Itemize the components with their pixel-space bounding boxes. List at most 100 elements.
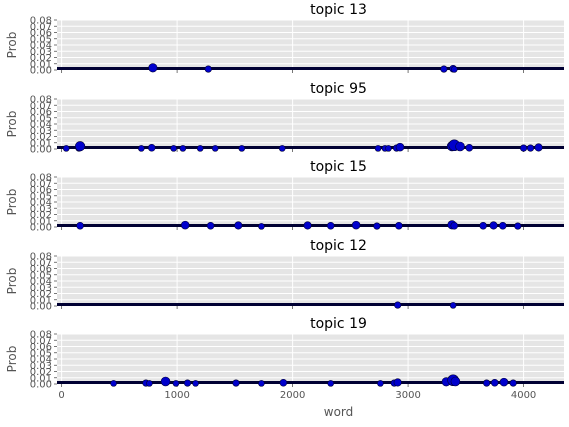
y-tick-label: 0.08: [30, 252, 52, 263]
y-tick-label: 0.05: [30, 34, 52, 45]
data-point: [489, 221, 498, 230]
x-tick-label: 0: [58, 390, 64, 401]
data-point: [395, 221, 403, 230]
y-axis-label: Prob: [5, 32, 19, 59]
y-tick-label: 0.06: [30, 185, 52, 196]
data-point: [465, 143, 474, 152]
data-point: [520, 144, 528, 152]
y-tick-label: 0.00: [30, 302, 52, 313]
x-axis-label: word: [324, 405, 354, 419]
subplot-topic-1: 0.000.010.020.030.040.050.060.070.08 topi…: [5, 81, 564, 156]
data-point: [450, 376, 461, 387]
y-tick-label: 0.06: [30, 342, 52, 353]
y-tick-label: 0.07: [30, 336, 52, 347]
data-point: [147, 143, 156, 152]
y-tick-label: 0.06: [30, 264, 52, 275]
y-tick-label: 0.05: [30, 191, 52, 202]
y-tick-label: 0.04: [30, 198, 52, 209]
x-tick-label: 2000: [280, 390, 305, 401]
y-tick-label: 0.03: [30, 47, 52, 58]
y-tick-label: 0.02: [30, 132, 52, 143]
y-tick-label: 0.08: [30, 16, 52, 27]
y-axis-label: Prob: [5, 268, 19, 295]
data-point: [490, 378, 499, 387]
y-tick-label: 0.02: [30, 289, 52, 300]
y-tick-label: 0.00: [30, 145, 52, 156]
data-point: [75, 141, 86, 152]
y-tick-label: 0.08: [30, 330, 52, 341]
y-tick-label: 0.01: [30, 373, 52, 384]
data-point: [534, 143, 543, 152]
data-point: [183, 379, 192, 387]
subplot-topic-0: 0.000.010.020.030.040.050.060.070.08 topi…: [5, 2, 564, 77]
subplot-title: topic 15: [310, 159, 367, 175]
y-tick-label: 0.00: [30, 223, 52, 234]
data-point: [395, 142, 405, 152]
y-tick-label: 0.08: [30, 95, 52, 106]
data-point: [196, 145, 204, 152]
y-tick-label: 0.08: [30, 173, 52, 184]
subplot-topic-4: 0.000.010.020.030.040.050.060.070.08 topi…: [5, 316, 564, 391]
data-point: [206, 221, 215, 230]
data-point: [351, 220, 361, 230]
data-point: [377, 380, 384, 387]
data-point: [148, 63, 158, 73]
data-point: [211, 145, 219, 152]
y-tick-label: 0.00: [30, 380, 52, 391]
data-point: [479, 221, 487, 230]
y-tick-label: 0.01: [30, 295, 52, 306]
y-axis-label: Prob: [5, 189, 19, 216]
data-point: [483, 379, 491, 387]
data-point: [232, 379, 240, 387]
data-point: [234, 221, 243, 230]
y-tick-label: 0.07: [30, 179, 52, 190]
y-tick-label: 0.05: [30, 113, 52, 124]
data-point: [76, 221, 84, 230]
data-point: [373, 222, 381, 230]
data-point: [450, 66, 458, 73]
data-point: [138, 145, 145, 152]
data-point: [327, 380, 335, 387]
data-point: [498, 221, 507, 230]
y-tick-label: 0.04: [30, 355, 52, 366]
y-axis-label: Prob: [5, 111, 19, 138]
data-point: [62, 145, 70, 152]
y-tick-label: 0.03: [30, 126, 52, 137]
data-point: [385, 145, 392, 152]
y-tick-label: 0.02: [30, 210, 52, 221]
y-tick-label: 0.01: [30, 59, 52, 70]
y-tick-label: 0.04: [30, 120, 52, 131]
data-point: [192, 380, 199, 387]
y-tick-label: 0.03: [30, 204, 52, 215]
data-point: [514, 222, 522, 230]
x-tick-label: 3000: [395, 390, 420, 401]
y-tick-label: 0.07: [30, 22, 52, 33]
y-tick-label: 0.00: [30, 66, 52, 77]
subplot-topic-2: 0.000.010.020.030.040.050.060.070.08 topi…: [5, 159, 564, 234]
y-tick-label: 0.01: [30, 216, 52, 227]
subplot-title: topic 12: [310, 238, 367, 254]
data-point: [499, 377, 509, 387]
data-point: [238, 145, 246, 152]
data-point: [160, 376, 171, 387]
data-point: [526, 144, 535, 152]
subplot-title: topic 19: [310, 316, 367, 332]
subplot-title: topic 13: [310, 2, 367, 18]
data-point: [393, 378, 402, 387]
data-point: [172, 380, 180, 387]
y-tick-label: 0.07: [30, 101, 52, 112]
data-point: [326, 221, 335, 230]
y-tick-label: 0.02: [30, 367, 52, 378]
data-point: [258, 223, 265, 230]
y-tick-label: 0.04: [30, 41, 52, 52]
x-tick-label: 4000: [511, 390, 536, 401]
data-point: [450, 221, 459, 230]
y-tick-label: 0.05: [30, 270, 52, 281]
data-point: [179, 145, 187, 152]
y-tick-label: 0.04: [30, 277, 52, 288]
y-axis-label: Prob: [5, 346, 19, 373]
y-tick-label: 0.05: [30, 348, 52, 359]
subplot-topic-3: 0.000.010.020.030.040.050.060.070.08 topi…: [5, 238, 564, 313]
y-tick-label: 0.02: [30, 53, 52, 64]
